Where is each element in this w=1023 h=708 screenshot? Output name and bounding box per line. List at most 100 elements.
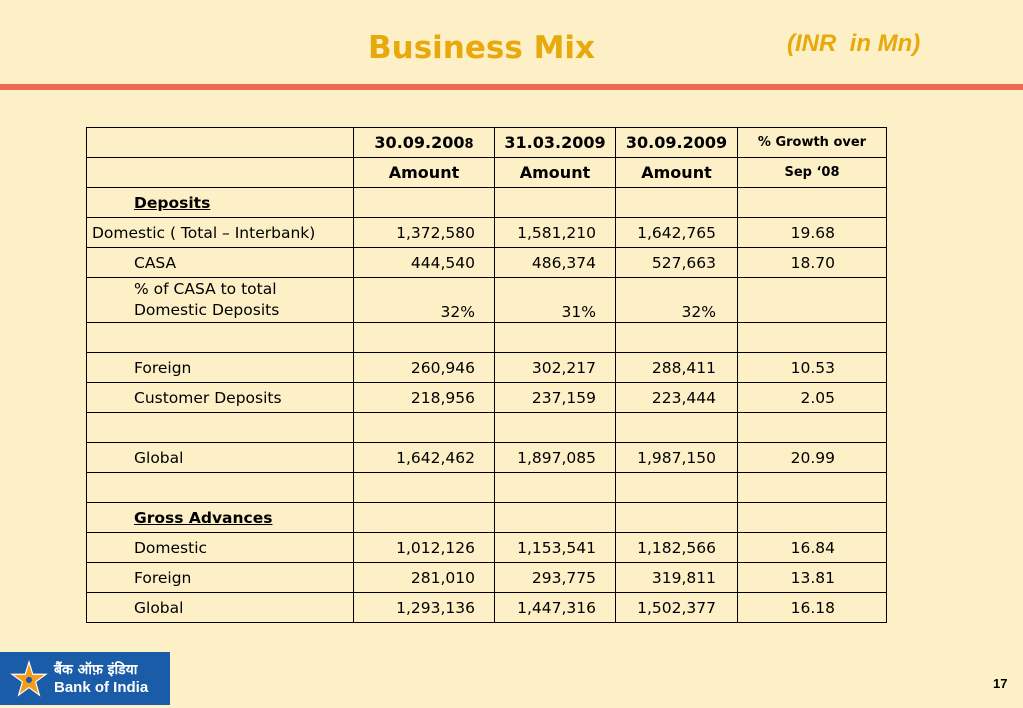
row-label: Domestic: [86, 532, 354, 563]
value-cell: 319,811: [615, 562, 738, 593]
empty-cell: [353, 412, 495, 443]
bank-logo: बैंक ऑफ़ इंडिया Bank of India: [0, 652, 170, 705]
value-cell: 1,502,377: [615, 592, 738, 623]
empty-cell: [615, 472, 738, 503]
page-number: 17: [993, 676, 1008, 691]
table-row: Customer Deposits 218,956 237,159 223,44…: [86, 382, 887, 413]
header-growth-period: Sep ‘08: [737, 157, 887, 188]
growth-cell: [737, 277, 887, 323]
table-row: Domestic ( Total – Interbank) 1,372,580 …: [86, 217, 887, 248]
value-cell: 293,775: [494, 562, 616, 593]
table-row: Global 1,642,462 1,897,085 1,987,150 20.…: [86, 442, 887, 473]
growth-cell: 13.81: [737, 562, 887, 593]
table-row: Gross Advances: [86, 502, 887, 533]
row-label-line: Domestic Deposits: [134, 301, 280, 319]
row-label: [86, 322, 354, 353]
row-label: Global: [86, 442, 354, 473]
empty-cell: [737, 412, 887, 443]
value-cell: 32%: [615, 277, 738, 323]
row-label: Foreign: [86, 562, 354, 593]
title-divider: [0, 84, 1023, 90]
value-cell: 1,897,085: [494, 442, 616, 473]
value-cell: 1,372,580: [353, 217, 495, 248]
value-cell: 486,374: [494, 247, 616, 278]
value-cell: 237,159: [494, 382, 616, 413]
row-label: Global: [86, 592, 354, 623]
row-label: % of CASA to total Domestic Deposits: [86, 277, 354, 323]
table-row: % of CASA to total Domestic Deposits 32% …: [86, 277, 887, 323]
section-heading-deposits: Deposits: [86, 187, 354, 218]
value-cell: 260,946: [353, 352, 495, 383]
value-cell: 444,540: [353, 247, 495, 278]
table-row: Foreign 260,946 302,217 288,411 10.53: [86, 352, 887, 383]
header-date-sep-2008-main: 30.09.200: [374, 133, 465, 152]
empty-cell: [494, 502, 616, 533]
value-cell: 527,663: [615, 247, 738, 278]
empty-cell: [737, 187, 887, 218]
header-date-mar-2009: 31.03.2009: [494, 127, 616, 158]
header-amount: Amount: [615, 157, 738, 188]
table-row: [86, 322, 887, 353]
empty-cell: [737, 472, 887, 503]
header-cell-blank: [86, 127, 354, 158]
value-cell: 1,293,136: [353, 592, 495, 623]
header-cell-blank: [86, 157, 354, 188]
table-row: CASA 444,540 486,374 527,663 18.70: [86, 247, 887, 278]
row-label: Domestic ( Total – Interbank): [86, 217, 354, 248]
bank-name-hindi: बैंक ऑफ़ इंडिया: [54, 662, 138, 678]
value-cell: 288,411: [615, 352, 738, 383]
value-cell: 32%: [353, 277, 495, 323]
header-date-sep-2008-last: 8: [464, 137, 474, 152]
header-growth: % Growth over: [737, 127, 887, 158]
value-cell: 1,987,150: [615, 442, 738, 473]
value-cell: 281,010: [353, 562, 495, 593]
value-cell: 1,182,566: [615, 532, 738, 563]
units-note: (INR in Mn): [787, 30, 921, 57]
table-row: Foreign 281,010 293,775 319,811 13.81: [86, 562, 887, 593]
header-row-amount: Amount Amount Amount Sep ‘08: [86, 157, 887, 188]
empty-cell: [615, 322, 738, 353]
empty-cell: [353, 187, 495, 218]
value-cell: 223,444: [615, 382, 738, 413]
bank-name: Bank of India: [54, 679, 149, 696]
header-date-sep-2008: 30.09.2008: [353, 127, 495, 158]
growth-cell: 16.18: [737, 592, 887, 623]
value-cell: 1,012,126: [353, 532, 495, 563]
row-label: [86, 412, 354, 443]
value-cell: 1,153,541: [494, 532, 616, 563]
value-cell: 1,642,765: [615, 217, 738, 248]
growth-cell: 2.05: [737, 382, 887, 413]
growth-cell: 16.84: [737, 532, 887, 563]
empty-cell: [353, 502, 495, 533]
value-cell: 1,447,316: [494, 592, 616, 623]
empty-cell: [494, 472, 616, 503]
growth-cell: 18.70: [737, 247, 887, 278]
header-amount: Amount: [353, 157, 495, 188]
empty-cell: [615, 412, 738, 443]
table-row: Domestic 1,012,126 1,153,541 1,182,566 1…: [86, 532, 887, 563]
empty-cell: [353, 322, 495, 353]
value-cell: 218,956: [353, 382, 495, 413]
page-title: Business Mix: [368, 30, 596, 66]
empty-cell: [494, 412, 616, 443]
header-date-sep-2009: 30.09.2009: [615, 127, 738, 158]
table-row: Deposits: [86, 187, 887, 218]
row-label: CASA: [86, 247, 354, 278]
value-cell: 1,642,462: [353, 442, 495, 473]
row-label: Customer Deposits: [86, 382, 354, 413]
empty-cell: [494, 187, 616, 218]
row-label-line: % of CASA to total: [134, 280, 277, 298]
growth-cell: 10.53: [737, 352, 887, 383]
empty-cell: [615, 502, 738, 533]
row-label: Foreign: [86, 352, 354, 383]
value-cell: 302,217: [494, 352, 616, 383]
value-cell: 31%: [494, 277, 616, 323]
table-row: [86, 472, 887, 503]
table-row: Global 1,293,136 1,447,316 1,502,377 16.…: [86, 592, 887, 623]
empty-cell: [494, 322, 616, 353]
header-amount: Amount: [494, 157, 616, 188]
business-mix-table: 30.09.2008 31.03.2009 30.09.2009 % Growt…: [86, 127, 887, 623]
row-label: [86, 472, 354, 503]
value-cell: 1,581,210: [494, 217, 616, 248]
header-row-dates: 30.09.2008 31.03.2009 30.09.2009 % Growt…: [86, 127, 887, 158]
